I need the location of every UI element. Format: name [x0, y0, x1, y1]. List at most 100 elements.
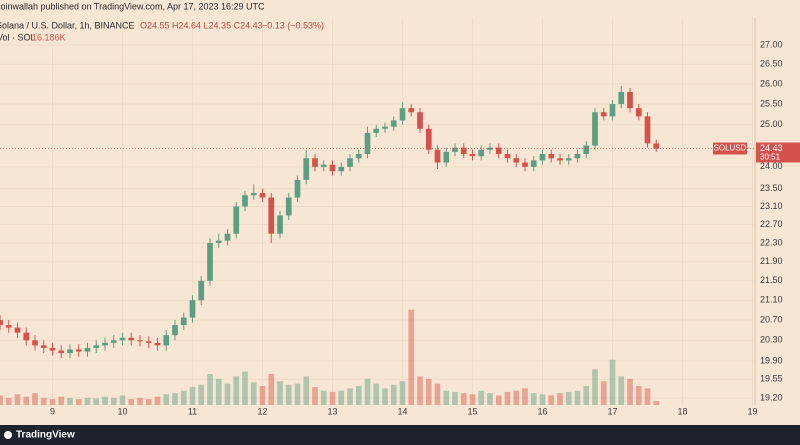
volume-bar: [75, 399, 82, 405]
volume-bar: [460, 393, 467, 405]
candle-body: [198, 280, 205, 301]
volume-bar: [49, 399, 56, 405]
symbol-tag: [713, 142, 747, 155]
candle-body: [522, 162, 528, 167]
candle-body: [565, 158, 572, 161]
volume-bar: [443, 390, 450, 405]
y-tick-label: 27.00: [760, 39, 783, 49]
volume-bar: [618, 376, 625, 405]
price-tag-countdown: 30:51: [760, 153, 781, 162]
x-tick-label: 15: [467, 406, 477, 416]
candle-body: [460, 147, 467, 154]
volume-bar: [215, 378, 222, 405]
candle-body: [347, 158, 353, 167]
volume-bar: [635, 385, 642, 405]
volume-bar: [338, 390, 345, 405]
candle-body: [277, 215, 283, 234]
y-tick-label: 23.10: [760, 201, 783, 211]
volume-bar: [644, 388, 651, 405]
volume-bar: [180, 390, 187, 405]
volume-bar: [285, 384, 292, 405]
volume-bar: [513, 390, 520, 405]
candle-body: [312, 158, 318, 167]
candle-body: [408, 108, 415, 113]
candle-body: [207, 242, 213, 281]
volume-bar: [5, 397, 12, 405]
y-tick-label: 26.00: [760, 78, 783, 88]
candle-body: [242, 195, 248, 207]
candle-body: [250, 193, 257, 196]
footer-brand: TradingView: [16, 430, 75, 441]
volume-bar: [469, 394, 476, 405]
candle-body: [303, 158, 310, 180]
y-tick-label: 22.30: [760, 237, 783, 247]
volume-bar: [303, 376, 310, 405]
volume-bar: [242, 371, 248, 405]
candle-body: [40, 345, 47, 348]
y-tick-label: 23.50: [760, 183, 783, 193]
candle-body: [137, 340, 143, 342]
volume-bar: [452, 391, 458, 405]
candle-body: [513, 158, 520, 163]
candle-body: [434, 149, 441, 163]
y-tick-label: 25.50: [760, 98, 783, 108]
candle-body: [67, 349, 73, 354]
candle-body: [329, 164, 336, 172]
volume-bar: [399, 381, 406, 405]
candle-body: [215, 240, 222, 243]
volume-bar: [522, 388, 528, 405]
candle-body: [110, 340, 117, 343]
candle-body: [609, 104, 616, 117]
volume-bar: [600, 381, 607, 405]
candle-body: [145, 341, 152, 343]
volume-bar: [504, 391, 511, 405]
candle-body: [93, 345, 100, 348]
y-tick-label: 20.30: [760, 335, 783, 345]
volume-bar: [565, 391, 572, 405]
y-tick-label: 26.50: [760, 59, 783, 69]
y-tick-label: 21.90: [760, 256, 783, 266]
candle-body: [530, 160, 537, 167]
y-tick-label: 21.50: [760, 275, 783, 285]
volume-bar: [530, 393, 537, 405]
x-tick-label: 19: [747, 406, 757, 416]
volume-bar: [0, 395, 3, 405]
volume-bar: [277, 381, 283, 405]
candle-body: [268, 197, 275, 234]
ohlc: O24.55 H24.64 L24.35 C24.43: [140, 20, 263, 30]
symbol-line: Solana / U.S. Dollar, 1h, BINANCE: [0, 20, 135, 30]
volume-bar: [609, 359, 616, 405]
candle-body: [653, 143, 660, 149]
volume-bar: [102, 396, 108, 405]
candle-body: [583, 145, 590, 154]
logo-icon: [4, 431, 12, 439]
candle-body: [58, 350, 65, 354]
volume-bar: [172, 393, 178, 405]
volume-bar: [128, 399, 135, 405]
candle-body: [338, 166, 345, 172]
candle-body: [119, 337, 126, 341]
volume-bar: [478, 390, 485, 405]
candle-body: [382, 126, 388, 129]
volume-bar: [355, 385, 362, 405]
volume-bar: [320, 390, 327, 405]
candle-body: [75, 349, 82, 352]
volume-bar: [627, 378, 633, 405]
volume-bar: [32, 393, 38, 405]
volume-bar: [268, 374, 275, 405]
candle-body: [355, 153, 362, 159]
candle-body: [469, 153, 476, 157]
volume-bar: [233, 376, 240, 405]
published-line: coinwallah published on TradingView.com,…: [0, 1, 265, 11]
y-tick-label: 24.00: [760, 161, 783, 171]
candle-body: [504, 153, 511, 159]
footer-bar: [0, 425, 800, 445]
x-tick-label: 18: [677, 406, 687, 416]
volume-bar: [425, 378, 432, 405]
volume-bar: [58, 396, 65, 405]
volume-bar: [592, 369, 598, 405]
candle-body: [548, 153, 555, 159]
candle-body: [294, 179, 301, 198]
x-tick-label: 11: [188, 406, 197, 416]
x-tick-label: 9: [50, 406, 55, 416]
